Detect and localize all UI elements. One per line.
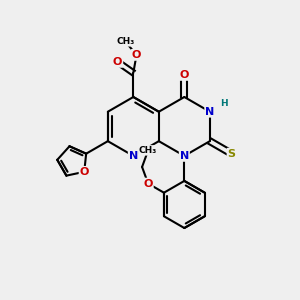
Text: O: O [113, 57, 122, 67]
Text: N: N [180, 151, 189, 161]
Text: S: S [227, 149, 236, 159]
Text: N: N [205, 107, 214, 117]
Text: H: H [220, 99, 228, 108]
Text: O: O [180, 70, 189, 80]
Text: CH₃: CH₃ [116, 37, 134, 46]
Text: CH₃: CH₃ [139, 146, 157, 155]
Text: O: O [143, 178, 153, 189]
Text: N: N [129, 151, 138, 161]
Text: O: O [132, 50, 141, 60]
Text: O: O [80, 167, 89, 177]
